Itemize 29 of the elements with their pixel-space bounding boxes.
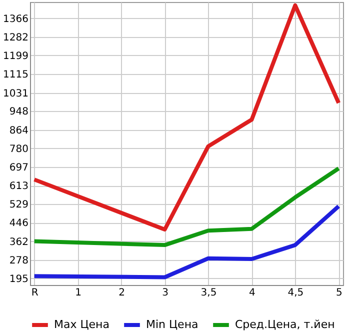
- y-tick-label: 1199: [3, 50, 28, 62]
- y-tick-label: 362: [9, 236, 28, 248]
- legend-label: Min Цена: [146, 318, 198, 331]
- x-tick-label: 5: [336, 288, 342, 298]
- x-tick-label: 2: [118, 288, 125, 298]
- x-tick-label: 3,5: [200, 288, 217, 298]
- legend-label: Max Цена: [54, 318, 110, 331]
- y-tick-label: 1282: [3, 32, 28, 44]
- x-tick-label: 4,5: [288, 288, 304, 298]
- legend-label: Сред.Цена, т.йен: [235, 318, 335, 331]
- y-tick-label: 780: [9, 144, 28, 155]
- y-tick-label: 613: [9, 181, 28, 192]
- y-tick-label: 1366: [3, 14, 28, 25]
- y-tick-label: 195: [9, 274, 28, 285]
- y-tick-label: 948: [9, 106, 28, 118]
- line-series: [32, 166, 341, 248]
- y-tick-label: 446: [9, 218, 28, 230]
- x-tick-label: 1: [75, 288, 82, 298]
- x-tick-label: R: [31, 288, 38, 298]
- y-tick-label: 697: [9, 162, 28, 174]
- y-tick-label: 1115: [3, 70, 28, 81]
- y-tick-label: 529: [9, 200, 28, 211]
- y-tick-label: 1031: [3, 88, 28, 100]
- y-tick-label: 278: [9, 255, 28, 266]
- x-tick-label: 3: [162, 288, 168, 298]
- line-series: [32, 3, 341, 232]
- line-series: [32, 204, 341, 280]
- y-tick-label: 864: [9, 125, 28, 136]
- x-tick-label: 4: [249, 288, 256, 298]
